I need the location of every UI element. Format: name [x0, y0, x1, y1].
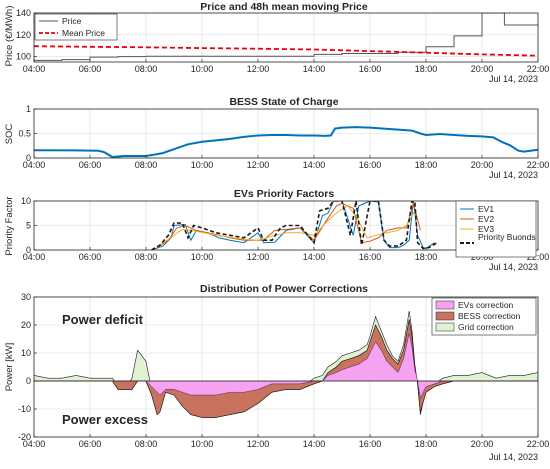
power-x-tick-label: 22:00 [527, 439, 550, 449]
price-plot-frame [33, 12, 539, 63]
power-date-label: Jul 14, 2023 [489, 452, 538, 462]
ev1-series-line [151, 201, 435, 250]
price-legend: Price Mean Price [34, 13, 118, 41]
price-y-tick-label: 140 [16, 8, 31, 18]
price-chart: Price and 48h mean moving Price Price (€… [4, 1, 549, 84]
price-series-line [34, 13, 538, 61]
price-x-tick-label: 10:00 [191, 64, 214, 74]
legend-bounds-label: Priority Buonds [478, 232, 536, 242]
price-x-tick-label: 14:00 [303, 64, 326, 74]
soc-date-label: Jul 14, 2023 [489, 170, 538, 180]
price-y-tick-label: 100 [16, 52, 31, 62]
ev3-series-line [159, 205, 416, 246]
soc-x-tick-label: 04:00 [23, 160, 46, 170]
soc-x-tick-label: 18:00 [415, 160, 438, 170]
mean-price-series-line [34, 45, 538, 57]
power-x-tick-label: 08:00 [135, 439, 158, 449]
power-y-tick-label: -20 [18, 432, 31, 442]
power-plot-frame [33, 296, 539, 438]
ev-x-tick-label: 14:00 [303, 252, 326, 262]
ev-y-tick-label: 10 [21, 196, 31, 206]
ev-x-tick-label: 22:00 [527, 252, 550, 262]
price-y-tick-label: 120 [16, 30, 31, 40]
power-x-tick-label: 12:00 [247, 439, 270, 449]
power-x-tick-label: 18:00 [415, 439, 438, 449]
power-chart-title: Distribution of Power Corrections [200, 283, 368, 295]
price-x-tick-label: 12:00 [247, 64, 270, 74]
ev-x-tick-label: 10:00 [191, 252, 214, 262]
power-x-tick-label: 04:00 [23, 439, 46, 449]
legend-grid-correction-label: Grid correction [458, 322, 514, 332]
ev-x-tick-label: 18:00 [415, 252, 438, 262]
price-x-tick-label: 16:00 [359, 64, 382, 74]
ev-y-axis-label: Priority Factor [4, 196, 15, 255]
legend-price-label: Price [62, 16, 82, 26]
power-legend: EVs correction BESS correction Grid corr… [431, 297, 537, 336]
ev-x-tick-label: 08:00 [135, 252, 158, 262]
price-x-tick-label: 06:00 [79, 64, 102, 74]
soc-y-tick-label: 1 [26, 104, 31, 114]
power-deficit-annotation: Power deficit [62, 312, 144, 327]
price-x-tick-label: 04:00 [23, 64, 46, 74]
soc-x-tick-label: 06:00 [79, 160, 102, 170]
price-y-axis-label: Price (€/MWh) [4, 6, 15, 67]
price-x-tick-label: 20:00 [471, 64, 494, 74]
soc-y-axis-label: SOC [4, 124, 15, 145]
legend-ev1-label: EV1 [478, 204, 494, 214]
ev-chart-title: EVs Priority Factors [234, 188, 335, 200]
soc-x-tick-label: 16:00 [359, 160, 382, 170]
soc-y-tick-label: 0 [26, 153, 31, 163]
legend-bess-correction-label: BESS correction [458, 311, 521, 321]
price-date-label: Jul 14, 2023 [489, 74, 538, 84]
soc-x-tick-label: 20:00 [471, 160, 494, 170]
soc-chart: BESS State of Charge SOC 04:00 06:00 08:00… [4, 96, 549, 180]
price-x-tick-label: 22:00 [527, 64, 550, 74]
legend-mean-price-label: Mean Price [62, 28, 105, 38]
ev-date-label: Jul 14, 2023 [489, 262, 538, 272]
ev-x-tick-label: 12:00 [247, 252, 270, 262]
soc-x-tick-label: 22:00 [527, 160, 550, 170]
ev-x-tick-label: 04:00 [23, 252, 46, 262]
soc-y-tick-label: 0.5 [18, 129, 31, 139]
power-chart: Distribution of Power Corrections Power … [4, 283, 549, 462]
ev-y-tick-label: 0 [26, 245, 31, 255]
soc-x-tick-label: 12:00 [247, 160, 270, 170]
price-x-tick-label: 08:00 [135, 64, 158, 74]
price-chart-title: Price and 48h mean moving Price [200, 1, 368, 13]
priority-bounds-line [151, 201, 438, 250]
soc-x-tick-label: 14:00 [303, 160, 326, 170]
power-y-tick-label: 20 [21, 320, 31, 330]
power-excess-annotation: Power excess [62, 412, 148, 427]
power-x-tick-label: 20:00 [471, 439, 494, 449]
soc-x-tick-label: 08:00 [135, 160, 158, 170]
power-x-tick-label: 10:00 [191, 439, 214, 449]
ev-y-tick-label: 5 [26, 221, 31, 231]
power-x-tick-label: 16:00 [359, 439, 382, 449]
price-x-tick-label: 18:00 [415, 64, 438, 74]
power-y-tick-label: -10 [18, 404, 31, 414]
ev-priority-chart: EVs Priority Factors Priority Factor 04:… [4, 188, 549, 272]
power-y-axis-label: Power [kW] [4, 343, 15, 392]
soc-series-line [34, 126, 538, 158]
power-y-tick-label: 10 [21, 348, 31, 358]
power-x-tick-label: 14:00 [303, 439, 326, 449]
power-y-tick-label: 0 [26, 376, 31, 386]
legend-ev2-label: EV2 [478, 214, 494, 224]
ev-x-tick-label: 06:00 [79, 252, 102, 262]
legend-ev3-label: EV3 [478, 224, 494, 234]
legend-evs-correction-label: EVs correction [458, 300, 514, 310]
legend-bounds-line1: Priority Buonds [478, 232, 536, 242]
soc-x-tick-label: 10:00 [191, 160, 214, 170]
power-y-tick-label: 30 [21, 292, 31, 302]
soc-chart-title: BESS State of Charge [229, 96, 338, 108]
ev-x-tick-label: 16:00 [359, 252, 382, 262]
ev-legend: EV1 EV2 EV3 Priority Buonds [455, 200, 537, 258]
power-x-tick-label: 06:00 [79, 439, 102, 449]
